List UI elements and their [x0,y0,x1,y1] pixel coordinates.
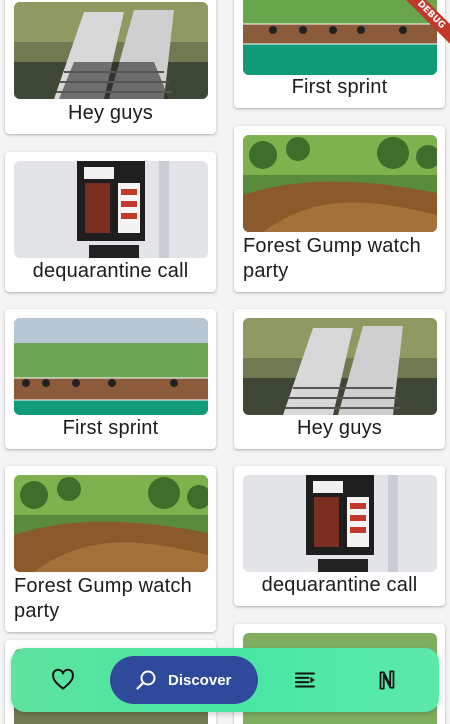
event-title: Forest Gump watch party [14,575,192,622]
heart-icon [52,668,74,690]
feed-button[interactable] [289,664,321,696]
event-card[interactable]: Hey guys [234,309,445,449]
event-card[interactable]: dequarantine call [234,466,445,606]
discover-button[interactable]: Discover [110,656,258,704]
list-icon [295,672,315,688]
event-card[interactable]: Forest Gump watch party [234,126,445,292]
bottom-nav: Discover [11,648,439,712]
favorites-button[interactable] [47,664,79,696]
nft-icon [379,670,395,690]
event-title: Forest Gump watch party [243,235,421,282]
search-icon [136,670,156,690]
event-card[interactable]: dequarantine call [5,152,216,292]
event-image-racetrack [243,0,437,75]
event-image-sneakers [14,2,208,99]
event-image-forest [14,475,208,572]
event-image-sneakers [243,318,437,415]
event-title: dequarantine call [261,574,418,596]
nft-button[interactable] [371,664,403,696]
event-card[interactable]: First sprint [234,0,445,108]
event-title: Hey guys [297,417,382,439]
discover-label: Discover [168,671,232,689]
event-title: First sprint [291,76,388,98]
event-image-phone [14,161,208,258]
event-image-forest [243,135,437,232]
event-image-phone [243,475,437,572]
event-card[interactable]: Forest Gump watch party [5,466,216,632]
event-title: Hey guys [68,102,153,124]
event-card[interactable]: First sprint [5,309,216,449]
event-title: First sprint [62,417,159,439]
event-title: dequarantine call [32,260,189,282]
event-card[interactable]: Hey guys [5,0,216,134]
event-image-racetrack [14,318,208,415]
